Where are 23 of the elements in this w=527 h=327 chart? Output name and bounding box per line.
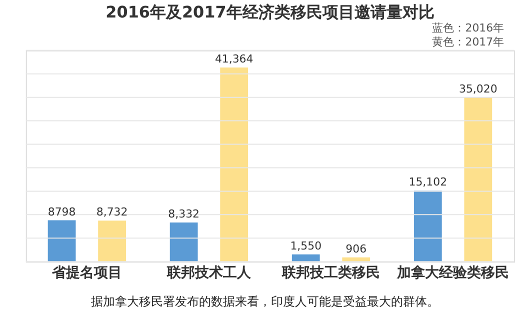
data-label: 906	[346, 242, 367, 256]
text: 黄色：2017年	[432, 35, 504, 48]
data-label: 8,332	[168, 208, 200, 221]
data-label: 1,550	[290, 239, 322, 252]
x-tick-label: 加拿大经验类移民	[396, 265, 510, 282]
data-label: 8798	[48, 205, 76, 218]
x-tick-label: 联邦技工类移民	[280, 265, 380, 282]
data-label: 15,102	[408, 176, 448, 189]
bar	[292, 254, 320, 262]
chart-title: 2016年及2017年经济类移民项目邀请量对比	[106, 2, 434, 22]
text: 据加拿大移民署发布的数据来看，印度人可能是受益最大的群体。	[90, 294, 439, 308]
bar	[48, 220, 76, 262]
bar	[464, 97, 492, 262]
bar	[170, 222, 198, 262]
bar	[220, 67, 248, 262]
bar	[414, 190, 442, 262]
text: 蓝色：2016年	[432, 21, 504, 34]
x-tick-label: 省提名项目	[50, 265, 122, 282]
data-label: 35,020	[459, 82, 498, 96]
data-label: 41,364	[214, 52, 254, 66]
x-tick-label: 联邦技术工人	[166, 265, 252, 282]
bar	[98, 220, 126, 262]
data-label: 8,732	[96, 206, 128, 219]
